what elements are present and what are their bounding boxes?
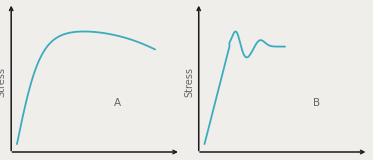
Text: Stress: Stress bbox=[0, 67, 6, 97]
Text: B: B bbox=[313, 98, 320, 108]
Text: Stress: Stress bbox=[184, 67, 194, 97]
Text: A: A bbox=[114, 98, 121, 108]
